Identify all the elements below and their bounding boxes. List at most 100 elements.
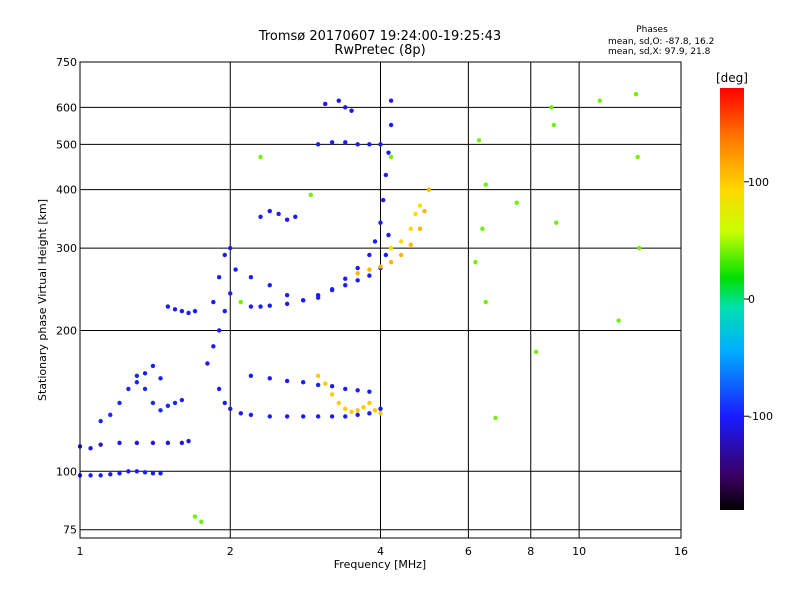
echo-point: [211, 299, 216, 305]
echo-point: [315, 373, 321, 379]
echo-point: [343, 406, 348, 412]
echo-point: [329, 392, 335, 397]
echo-point: [98, 473, 103, 478]
y-tick-label: 500: [56, 138, 77, 151]
echo-point: [388, 259, 394, 265]
echo-point: [388, 98, 394, 103]
echo-point: [186, 310, 191, 316]
echo-point: [165, 403, 171, 409]
echo-point: [329, 414, 335, 419]
echo-point: [179, 308, 185, 314]
echo-point: [551, 122, 557, 128]
colorbar-ticks: 100 0 -100: [744, 176, 773, 423]
echo-point: [637, 245, 642, 251]
echo-point: [417, 203, 423, 208]
echo-point: [336, 98, 342, 103]
echo-point: [422, 208, 427, 214]
x-tick-label: 6: [465, 545, 472, 558]
echo-point: [417, 226, 423, 231]
echo-point: [355, 278, 360, 283]
echo-point: [150, 363, 156, 369]
echo-point: [134, 373, 140, 379]
echo-point: [216, 386, 222, 392]
echo-point: [355, 412, 360, 418]
echo-point: [343, 386, 348, 392]
echo-point: [329, 140, 335, 145]
echo-point: [284, 217, 290, 222]
echo-point: [222, 252, 227, 258]
echo-point: [179, 440, 185, 446]
echo-point: [343, 140, 348, 145]
colorbar-tick-label: 0: [748, 293, 755, 306]
echo-point: [386, 232, 391, 238]
echo-point: [150, 471, 156, 476]
echo-point: [315, 295, 321, 300]
echo-point: [134, 380, 140, 385]
echo-point: [117, 440, 122, 446]
y-axis-ticks: 75 100 200 300 400 500 600 750: [56, 56, 77, 537]
y-tick-label: 100: [56, 465, 77, 478]
echo-point: [378, 406, 383, 412]
echo-point: [258, 214, 263, 220]
echo-point: [158, 376, 163, 381]
echo-point: [597, 98, 602, 103]
y-tick-label: 400: [56, 184, 77, 197]
x-tick-label: 8: [527, 545, 534, 558]
echo-point: [361, 405, 366, 410]
echo-point: [222, 400, 227, 406]
echo-point: [493, 415, 498, 421]
x-tick-label: 16: [674, 545, 688, 558]
echo-point: [267, 303, 272, 308]
echo-point: [248, 412, 254, 418]
echo-point: [228, 245, 233, 251]
echo-point: [142, 371, 148, 376]
echo-point: [343, 105, 348, 110]
echo-point: [150, 440, 156, 446]
echo-point: [378, 264, 383, 269]
echo-point: [300, 414, 306, 419]
echo-point: [186, 438, 191, 444]
plot-frame: [79, 61, 682, 539]
echo-point: [308, 192, 313, 198]
echo-point: [367, 252, 372, 258]
y-tick-label: 75: [63, 524, 77, 537]
echo-point: [367, 273, 372, 278]
echo-point: [172, 307, 178, 312]
echo-point: [267, 376, 272, 381]
phase-stats-heading: Phases: [636, 25, 668, 35]
echo-point: [616, 318, 621, 323]
echo-point: [238, 299, 244, 305]
echo-point: [172, 400, 178, 406]
echo-point: [258, 304, 263, 309]
echo-point: [150, 400, 156, 406]
echo-point: [343, 282, 348, 288]
echo-point: [233, 267, 238, 272]
echo-point: [380, 197, 386, 203]
echo-point: [372, 408, 378, 413]
echo-point: [383, 172, 389, 178]
echo-point: [476, 138, 482, 143]
echo-point: [408, 242, 413, 247]
echo-point: [355, 408, 360, 413]
echo-point: [367, 400, 372, 406]
echo-point: [267, 414, 272, 419]
echo-point: [134, 469, 140, 474]
echo-point: [378, 220, 383, 225]
echo-point: [222, 308, 227, 314]
echo-point: [126, 469, 131, 474]
x-tick-label: 4: [377, 545, 384, 558]
echo-point: [108, 412, 113, 418]
y-tick-label: 200: [56, 324, 77, 337]
echo-point: [192, 514, 198, 519]
echo-point: [367, 389, 372, 394]
echo-point: [554, 220, 559, 225]
echo-point: [142, 386, 148, 392]
echo-point: [343, 276, 348, 281]
echo-point: [378, 142, 383, 147]
echo-point: [426, 187, 432, 192]
echo-point: [165, 440, 171, 446]
echo-point: [117, 471, 122, 476]
echo-point: [336, 400, 342, 406]
